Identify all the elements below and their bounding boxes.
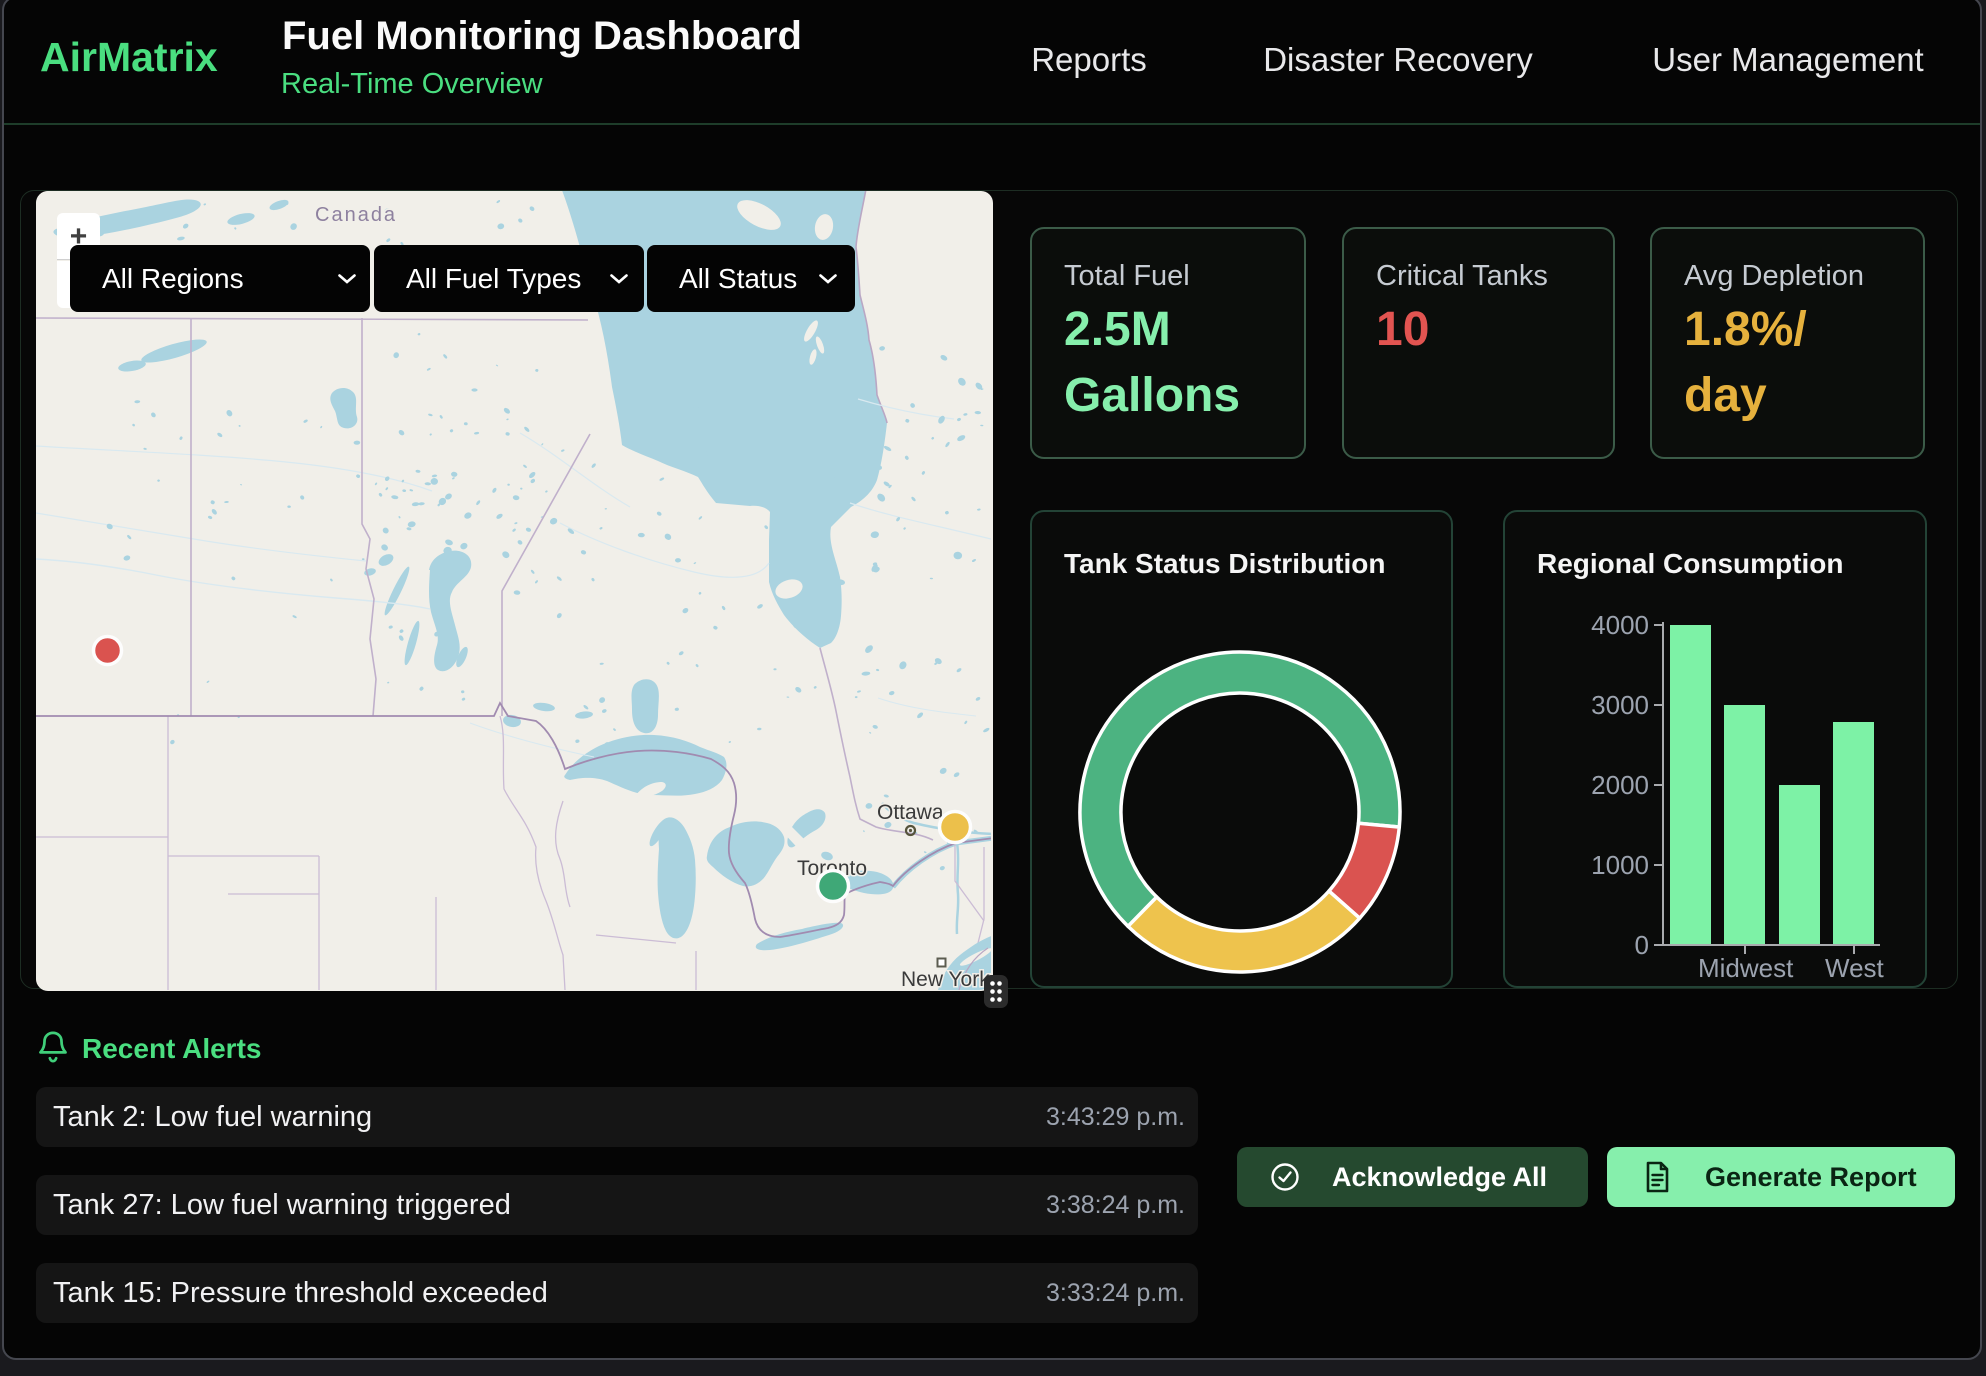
svg-text:Ottawa: Ottawa (877, 801, 944, 824)
svg-text:Toronto: Toronto (797, 857, 867, 880)
svg-text:Canada: Canada (315, 204, 397, 226)
svg-text:New York: New York (901, 968, 990, 990)
